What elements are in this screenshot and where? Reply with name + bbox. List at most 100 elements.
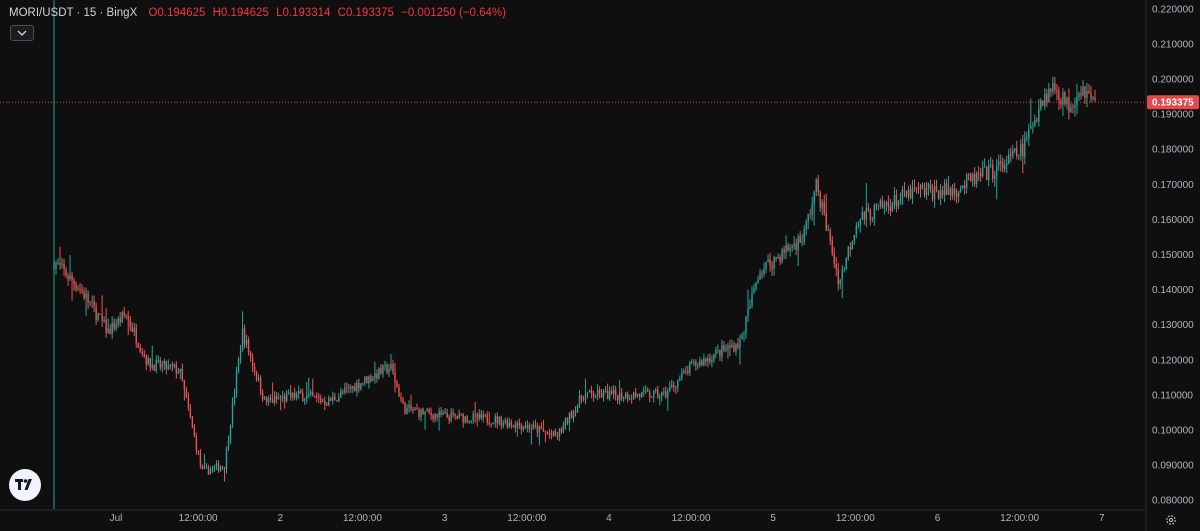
candle [655,387,657,394]
change-value: −0.001250 (−0.64%) [401,7,506,19]
candle [899,192,902,205]
candle [917,181,920,195]
candle [215,460,218,471]
candle [845,257,847,271]
candle [87,290,89,310]
candle [219,465,222,472]
candle [81,284,83,295]
candle [568,412,571,432]
candle [119,311,121,327]
candle [965,172,968,194]
candle [985,165,988,181]
candle [432,413,434,423]
candle [687,365,689,376]
candle [989,156,992,169]
candle [187,392,190,411]
candle [159,357,162,371]
candle [302,388,304,402]
candle [1040,98,1042,111]
candle [496,412,498,429]
candle [384,360,386,371]
candle [324,396,326,411]
candle [171,361,174,372]
candle [426,407,428,412]
candle [981,160,984,178]
time-tick-label: 12:00:00 [507,513,546,524]
candle [221,465,224,471]
candle [534,419,537,429]
candle [865,183,868,227]
candle [919,183,922,198]
candle [430,407,432,421]
candle [606,383,609,400]
candle [787,242,789,252]
candle [889,198,892,217]
candle [133,322,135,337]
candle [697,362,699,370]
candle [1068,88,1070,120]
candle [356,379,358,397]
candle [464,416,466,424]
candle [951,183,954,200]
candle [1084,85,1086,105]
candle [498,416,500,426]
candle [209,466,212,475]
candle [751,286,753,309]
candle [998,154,1000,171]
candle [169,364,172,370]
candle [703,353,705,367]
candle [761,269,763,280]
candle [622,396,625,403]
candle [173,363,176,369]
candle [518,418,521,429]
settings-button[interactable] [1165,513,1177,531]
candle [237,356,240,374]
candle [310,389,312,397]
candle [837,262,839,291]
time-axis[interactable]: Jul 12:00:00 2 12:00:00 3 12:00:00 4 12:00:00 5 1… [0,509,1146,524]
collapse-legend-button[interactable] [10,25,34,41]
candle [947,175,950,195]
candle [765,261,767,274]
price-axis[interactable]: 0.220000 0.210000 0.200000 0.190000 0.180000… [1145,0,1194,531]
candle [271,382,274,404]
candle [1000,154,1002,172]
candle [540,422,543,430]
candle [695,359,697,371]
candle [733,341,735,353]
candle [1010,147,1012,163]
candle [141,347,143,357]
candle [394,362,396,393]
candle [915,186,918,194]
candle [241,311,244,352]
candle [542,419,545,432]
candle [809,208,811,220]
candle [390,354,392,371]
tradingview-logo[interactable] [9,469,41,501]
candle [739,334,741,365]
candle [67,272,69,286]
candle [887,195,890,214]
candle [729,339,731,357]
candle [735,342,737,356]
low-value: L0.193314 [276,7,331,19]
candle [77,285,79,291]
candle [247,336,250,356]
candle [163,358,166,371]
candle [149,357,151,372]
candle [1006,155,1008,174]
candle [460,413,462,417]
time-tick-label: 12:00:00 [1000,513,1039,524]
last-price-line: 0.193375 [0,95,1199,110]
candle [959,185,962,193]
symbol-label[interactable]: MORI/USDT · 15 · BingX [9,7,138,19]
candle [705,357,707,366]
candle [412,407,414,414]
candle [532,421,535,431]
candle [566,417,569,426]
candle [1078,91,1080,102]
time-tick-label: 2 [278,513,284,524]
candle [183,379,186,401]
candle [400,392,402,403]
